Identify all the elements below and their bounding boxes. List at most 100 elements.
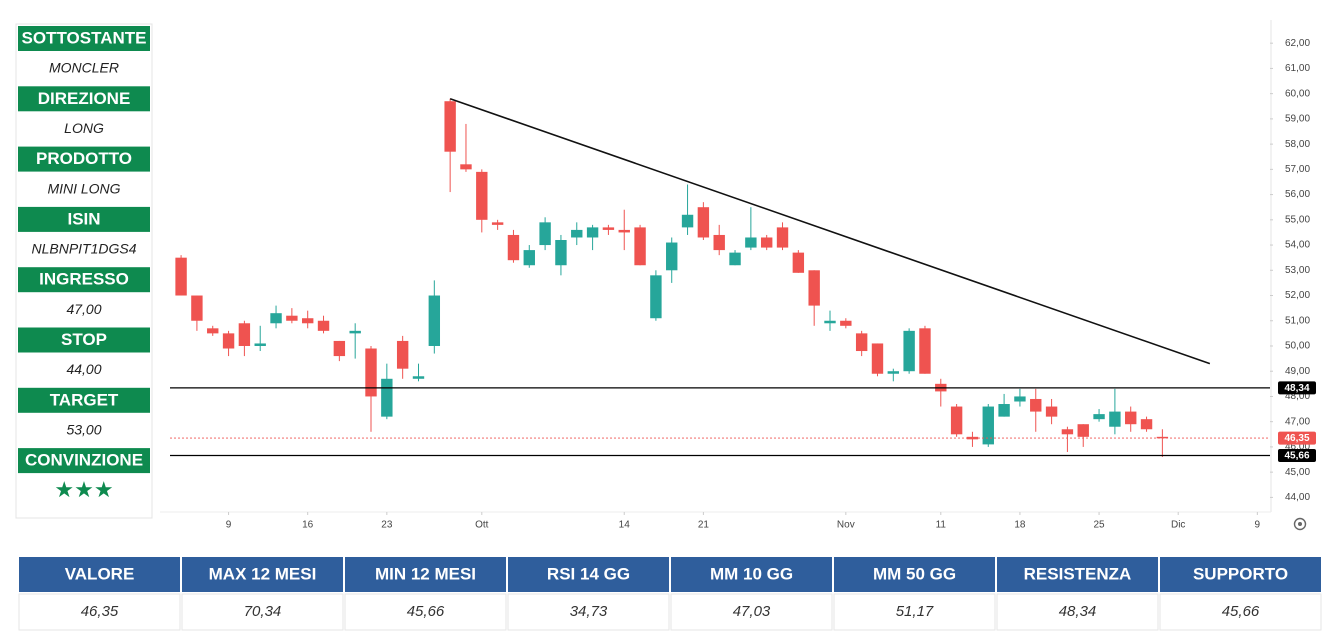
panel-value: ★★★ xyxy=(54,477,113,502)
candle-body xyxy=(1014,396,1026,402)
candle-body xyxy=(650,275,662,319)
table-value: 45,66 xyxy=(407,603,445,620)
panel-header: TARGET xyxy=(50,390,119,409)
y-tick-label: 46,00 xyxy=(1285,442,1310,453)
candle-body xyxy=(745,237,757,248)
candle-body xyxy=(634,227,646,266)
x-tick-label: 21 xyxy=(698,520,710,531)
icon-ring xyxy=(1293,517,1307,531)
candle-body xyxy=(729,252,741,266)
panel-header: STOP xyxy=(61,330,107,349)
candle-body xyxy=(571,229,583,238)
table-header: SUPPORTO xyxy=(1193,564,1288,583)
candle-body xyxy=(254,343,266,346)
candle-body xyxy=(887,371,900,374)
y-tick-label: 61,00 xyxy=(1285,63,1310,74)
x-tick-label: 14 xyxy=(619,520,631,531)
panel-header-bg xyxy=(18,448,150,474)
candle-body xyxy=(507,234,520,261)
panel-header-bg xyxy=(18,387,150,413)
price-tag: 45,66 xyxy=(1284,451,1309,462)
table-cell-bg xyxy=(344,593,507,631)
candle-body xyxy=(222,333,235,349)
table-header: MM 50 GG xyxy=(873,564,956,583)
table-value: 70,34 xyxy=(244,603,282,620)
panel-header-bg xyxy=(18,146,150,172)
table-header: RSI 14 GG xyxy=(547,564,630,583)
candle-body xyxy=(207,328,219,334)
table-header-bg xyxy=(345,557,506,592)
table-header-bg xyxy=(997,557,1158,592)
table-value: 51,17 xyxy=(896,603,934,620)
candle-body xyxy=(191,295,203,321)
table-cell-bg xyxy=(996,593,1159,631)
panel-header: ISIN xyxy=(67,209,100,228)
table-cell-bg xyxy=(1159,593,1322,631)
candle-body xyxy=(444,101,456,152)
x-tick-label: 25 xyxy=(1094,520,1106,531)
table-cell-bg xyxy=(18,593,181,631)
x-tick-label: Ott xyxy=(475,520,489,531)
panel-header-bg xyxy=(18,267,150,293)
y-tick-label: 57,00 xyxy=(1285,164,1310,175)
table-header: MIN 12 MESI xyxy=(375,564,476,583)
y-tick-label: 56,00 xyxy=(1285,189,1310,200)
table-header-bg xyxy=(182,557,343,592)
candle-body xyxy=(1156,436,1169,439)
y-tick-label: 52,00 xyxy=(1285,290,1310,301)
panel-value: LONG xyxy=(64,120,104,136)
candle-body xyxy=(460,164,472,170)
panel-header: SOTTOSTANTE xyxy=(22,28,147,47)
candle-body xyxy=(302,318,314,324)
candle-body xyxy=(824,320,836,324)
panel-header: PRODOTTO xyxy=(36,149,132,168)
candle-body xyxy=(523,250,535,266)
table-value: 47,03 xyxy=(733,603,771,620)
candle-body xyxy=(681,214,694,228)
candle-body xyxy=(697,207,710,238)
table-header: MM 10 GG xyxy=(710,564,793,583)
x-tick-label: Nov xyxy=(837,520,855,531)
panel-value: 44,00 xyxy=(66,361,101,377)
y-tick-label: 60,00 xyxy=(1285,88,1310,99)
price-tag: 48,34 xyxy=(1284,383,1309,394)
table-cell-bg xyxy=(670,593,833,631)
y-tick-label: 51,00 xyxy=(1285,315,1310,326)
candle-body xyxy=(776,227,789,248)
candle-body xyxy=(286,315,298,321)
candle-body xyxy=(1140,419,1153,430)
panel-header: DIREZIONE xyxy=(38,89,131,108)
table-header: RESISTENZA xyxy=(1024,564,1132,583)
panel-value: MINI LONG xyxy=(47,180,120,196)
table-header-bg xyxy=(1160,557,1321,592)
panel-header-bg xyxy=(18,206,150,232)
panel-header-bg xyxy=(18,327,150,353)
y-tick-label: 53,00 xyxy=(1285,265,1310,276)
candle-body xyxy=(792,252,805,273)
price-tag-bg xyxy=(1278,448,1316,462)
candle-body xyxy=(903,330,915,372)
candle-body xyxy=(666,242,678,271)
candle-body xyxy=(396,340,409,369)
y-tick-label: 62,00 xyxy=(1285,38,1310,49)
panel-header-bg xyxy=(18,26,150,51)
candle-body xyxy=(586,227,599,238)
panel-value: 53,00 xyxy=(66,422,101,438)
table-cell-bg xyxy=(833,593,996,631)
table-cell-bg xyxy=(181,593,344,631)
y-tick-label: 54,00 xyxy=(1285,240,1310,251)
table-value: 46,35 xyxy=(81,603,119,620)
candle-body xyxy=(175,257,187,296)
table-header: MAX 12 MESI xyxy=(209,564,317,583)
candle-body xyxy=(476,171,488,220)
candle-body xyxy=(982,406,994,445)
table-value: 34,73 xyxy=(570,603,608,620)
panel-value: 47,00 xyxy=(66,301,101,317)
y-tick-label: 55,00 xyxy=(1285,214,1310,225)
candle-body xyxy=(871,343,884,374)
table-header-bg xyxy=(671,557,832,592)
y-tick-label: 45,00 xyxy=(1285,467,1310,478)
settings-icon[interactable] xyxy=(1293,517,1307,531)
